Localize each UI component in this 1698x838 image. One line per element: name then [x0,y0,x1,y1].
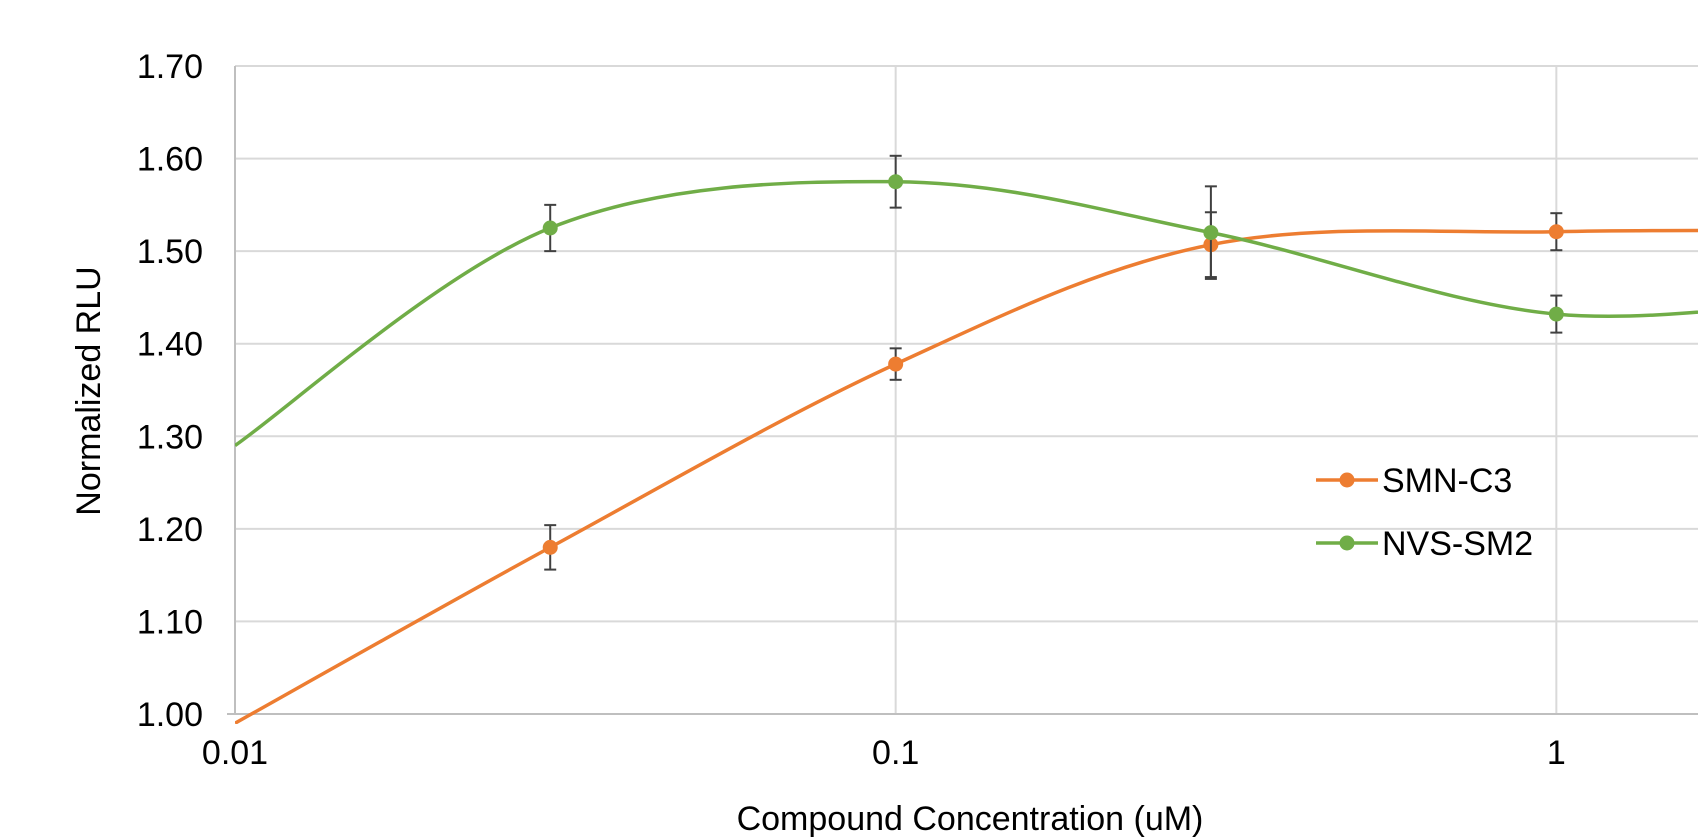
y-axis-title: Normalized RLU [70,266,108,515]
data-point [888,174,904,190]
y-tick-label: 1.70 [137,48,203,86]
y-tick-label: 1.40 [137,326,203,364]
x-tick-label: 1 [1547,734,1566,772]
plot-area [235,154,1698,724]
series-line [235,228,1698,724]
y-tick-label: 1.20 [137,511,203,549]
x-axis-title: Compound Concentration (uM) [737,800,1204,838]
legend: SMN-C3 NVS-SM2 [1316,462,1533,563]
data-point [1203,225,1219,241]
legend-label: NVS-SM2 [1382,525,1533,563]
series-smn-c3 [235,211,1698,724]
x-tick-label: 0.1 [872,734,919,772]
y-tick-label: 1.50 [137,233,203,271]
grid [234,65,1698,714]
x-tick-label: 0.01 [202,734,268,772]
y-tick-label: 1.30 [137,418,203,456]
data-point [1548,224,1564,240]
series-line [235,179,1698,447]
series-nvs-sm2 [235,154,1698,447]
y-tick-label: 1.00 [137,696,203,734]
legend-swatch-marker [1339,535,1355,551]
data-point [542,220,558,236]
axes [227,66,1698,715]
data-point [1548,306,1564,322]
data-point [888,356,904,372]
data-point [542,539,558,555]
y-tick-label: 1.10 [137,603,203,641]
legend-label: SMN-C3 [1382,462,1512,500]
legend-swatch-marker [1339,472,1355,488]
tick-labels: 1.00 1.10 1.20 1.30 1.40 1.50 1.60 1.70 0.01 0.1 1… [137,48,1566,772]
y-tick-label: 1.60 [137,141,203,179]
